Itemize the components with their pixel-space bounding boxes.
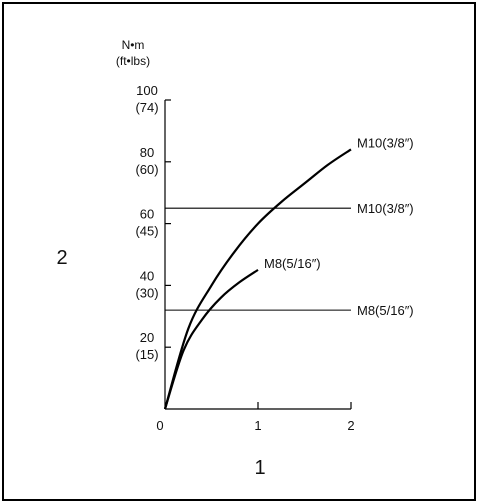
y-tick-label-100: 100 (136, 83, 158, 98)
reference-line-label-0: M10(3/8″) (357, 201, 414, 216)
y-tick-sublabel-80: (60) (135, 162, 158, 177)
x-tick-label-2: 2 (347, 418, 354, 433)
plot-area: 20 (15) 40 (30) 60 (45) 80 (60) 100 (74) 0 1 2 M10(3/… (135, 83, 413, 433)
y-unit-label-nm: N•m (122, 38, 145, 52)
y-tick-sublabel-20: (15) (135, 347, 158, 362)
y-tick-sublabel-100: (74) (135, 100, 158, 115)
y-tick-sublabel-40: (30) (135, 285, 158, 300)
y-axis-callout: 2 (56, 247, 67, 269)
curve-0 (163, 148, 352, 410)
curve-label-0: M10(3/8″) (357, 135, 414, 150)
y-tick-label-20: 20 (140, 330, 154, 345)
x-tick-label-0: 0 (156, 418, 163, 433)
y-tick-label-60: 60 (140, 207, 154, 222)
x-tick-label-1: 1 (254, 418, 261, 433)
x-axis-callout: 1 (254, 457, 265, 479)
curve-1 (163, 268, 259, 410)
y-tick-label-40: 40 (140, 268, 154, 283)
curve-label-1: M8(5/16″) (264, 256, 321, 271)
y-tick-label-80: 80 (140, 145, 154, 160)
y-tick-sublabel-60: (45) (135, 224, 158, 239)
figure-frame (2, 2, 476, 501)
y-unit-label-ftlbs: (ft•lbs) (116, 54, 150, 68)
reference-line-label-1: M8(5/16″) (357, 303, 414, 318)
